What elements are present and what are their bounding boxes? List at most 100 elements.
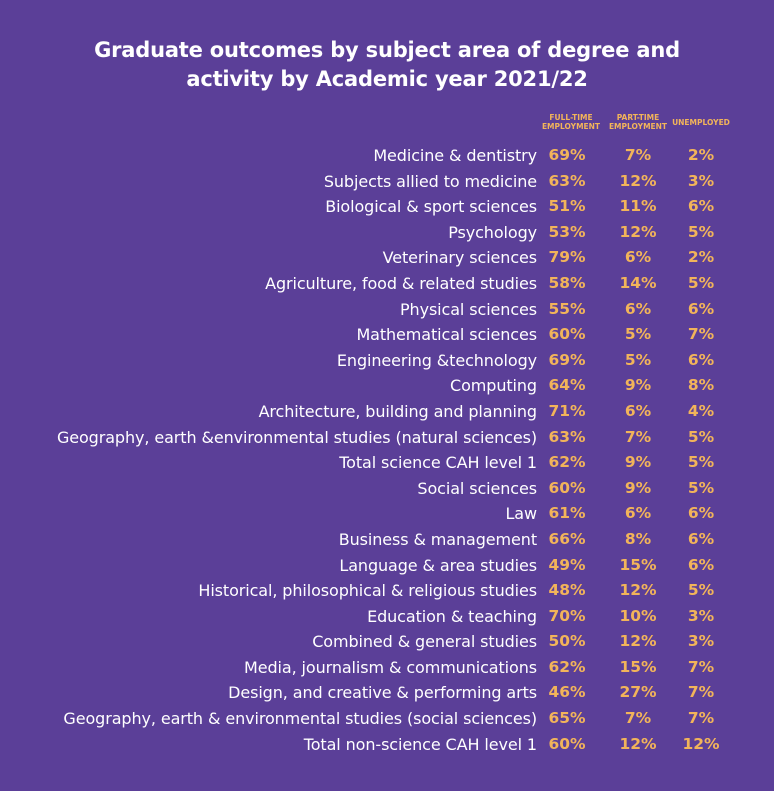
full-time-value: 48% xyxy=(548,581,586,600)
subject-label: Physical sciences xyxy=(399,299,537,319)
subject-label: Engineering &technology xyxy=(336,350,537,370)
table-row: Engineering &technology 69% 5% 6% xyxy=(0,348,774,374)
table-row: Medicine & dentistry 69% 7% 2% xyxy=(0,143,774,169)
subject-label: Medicine & dentistry xyxy=(373,146,537,165)
full-time-value: 60% xyxy=(548,325,586,344)
column-header-full-time-line-2: EMPLOYMENT xyxy=(541,122,601,131)
subject-label: Computing xyxy=(450,376,537,396)
table-row: Education & teaching 70% 10% 3% xyxy=(0,604,774,630)
column-header-part-time-line-2: EMPLOYMENT xyxy=(608,122,668,131)
unemployed-value: 6% xyxy=(687,299,715,318)
unemployed-value: 12% xyxy=(682,734,720,753)
table-row: Design, and creative & performing arts 46… xyxy=(0,680,774,706)
unemployed-value: 5% xyxy=(687,273,715,292)
full-time-value: 62% xyxy=(548,453,586,472)
part-time-value: 6% xyxy=(624,504,652,523)
unemployed-value: 7% xyxy=(687,683,715,702)
unemployed-value: 3% xyxy=(687,632,715,651)
table-row: Media, journalism & communications 62% 15%… xyxy=(0,655,774,681)
part-time-value: 27% xyxy=(619,683,657,702)
unemployed-value: 6% xyxy=(687,529,715,548)
part-time-value: 6% xyxy=(624,401,652,420)
subject-label: Media, journalism & communications xyxy=(244,657,537,677)
unemployed-value: 7% xyxy=(687,657,715,676)
table-row: Social sciences 60% 9% 5% xyxy=(0,476,774,502)
unemployed-value: 5% xyxy=(687,581,715,600)
full-time-value: 71% xyxy=(548,401,586,420)
subject-label: Social sciences xyxy=(417,478,537,498)
table-row: Computing 64% 9% 8% xyxy=(0,373,774,399)
table-row: Psychology 53% 12% 5% xyxy=(0,220,774,246)
table-row: Agriculture, food & related studies 58% 14… xyxy=(0,271,774,297)
table-row: Language & area studies 49% 15% 6% xyxy=(0,553,774,579)
subject-label: Biological & sport sciences xyxy=(325,197,537,217)
part-time-value: 11% xyxy=(619,197,657,216)
part-time-value: 14% xyxy=(619,273,657,292)
subject-label: Veterinary sciences xyxy=(382,248,538,268)
subject-label: Agriculture, food & related studies xyxy=(265,273,537,293)
outcomes-table: Medicine & dentistry 69% 7% 2% Subjects alli… xyxy=(0,143,774,757)
full-time-value: 69% xyxy=(548,146,586,164)
full-time-value: 70% xyxy=(548,606,586,625)
subject-label: Subjects allied to medicine xyxy=(323,171,537,191)
part-time-value: 7% xyxy=(624,709,652,728)
subject-label: Mathematical sciences xyxy=(356,325,537,345)
full-time-value: 66% xyxy=(548,529,586,548)
column-header-part-time: PART-TIME EMPLOYMENT xyxy=(603,113,673,131)
part-time-value: 12% xyxy=(619,222,657,241)
unemployed-value: 7% xyxy=(687,325,715,344)
column-header-full-time: FULL-TIME EMPLOYMENT xyxy=(536,113,606,131)
full-time-value: 64% xyxy=(548,376,586,395)
part-time-value: 15% xyxy=(619,657,657,676)
subject-label: Design, and creative & performing arts xyxy=(228,683,537,703)
chart-title-line-1: Graduate outcomes by subject area of deg… xyxy=(94,38,680,62)
subject-label: Language & area studies xyxy=(339,555,537,575)
unemployed-value: 6% xyxy=(687,504,715,523)
table-row: Total science CAH level 1 62% 9% 5% xyxy=(0,450,774,476)
part-time-value: 9% xyxy=(624,453,652,472)
part-time-value: 5% xyxy=(624,325,652,344)
full-time-value: 55% xyxy=(548,299,586,318)
subject-label: Historical, philosophical & religious st… xyxy=(198,581,537,601)
unemployed-value: 6% xyxy=(687,555,715,574)
full-time-value: 60% xyxy=(548,478,586,497)
table-row: Geography, earth &environmental studies … xyxy=(0,425,774,451)
full-time-value: 58% xyxy=(548,273,586,292)
full-time-value: 51% xyxy=(548,197,586,216)
unemployed-value: 5% xyxy=(687,478,715,497)
full-time-value: 46% xyxy=(548,683,586,702)
chart-title: Graduate outcomes by subject area of deg… xyxy=(0,36,774,94)
full-time-value: 63% xyxy=(548,427,586,446)
full-time-value: 53% xyxy=(548,222,586,241)
unemployed-value: 2% xyxy=(687,248,715,267)
subject-label: Total non-science CAH level 1 xyxy=(303,734,537,754)
full-time-value: 62% xyxy=(548,657,586,676)
unemployed-value: 4% xyxy=(687,401,715,420)
part-time-value: 6% xyxy=(624,299,652,318)
part-time-value: 6% xyxy=(624,248,652,267)
subject-label: Geography, earth &environmental studies … xyxy=(56,427,537,447)
part-time-value: 7% xyxy=(624,427,652,446)
full-time-value: 49% xyxy=(548,555,586,574)
part-time-value: 9% xyxy=(624,478,652,497)
table-row: Historical, philosophical & religious st… xyxy=(0,578,774,604)
table-row: Subjects allied to medicine 63% 12% 3% xyxy=(0,169,774,195)
full-time-value: 60% xyxy=(548,734,586,753)
table-row: Combined & general studies 50% 12% 3% xyxy=(0,629,774,655)
part-time-value: 7% xyxy=(624,146,652,164)
column-header-full-time-line-1: FULL-TIME xyxy=(549,113,593,122)
subject-label: Geography, earth & environmental studies… xyxy=(63,709,537,729)
table-row: Mathematical sciences 60% 5% 7% xyxy=(0,322,774,348)
table-row: Law 61% 6% 6% xyxy=(0,501,774,527)
part-time-value: 12% xyxy=(619,632,657,651)
table-row: Physical sciences 55% 6% 6% xyxy=(0,297,774,323)
subject-label: Total science CAH level 1 xyxy=(339,453,537,473)
unemployed-value: 2% xyxy=(687,146,715,164)
subject-label: Architecture, building and planning xyxy=(258,401,538,421)
part-time-value: 9% xyxy=(624,376,652,395)
subject-label: Law xyxy=(505,504,537,524)
full-time-value: 79% xyxy=(548,248,586,267)
unemployed-value: 6% xyxy=(687,197,715,216)
full-time-value: 65% xyxy=(548,709,586,728)
